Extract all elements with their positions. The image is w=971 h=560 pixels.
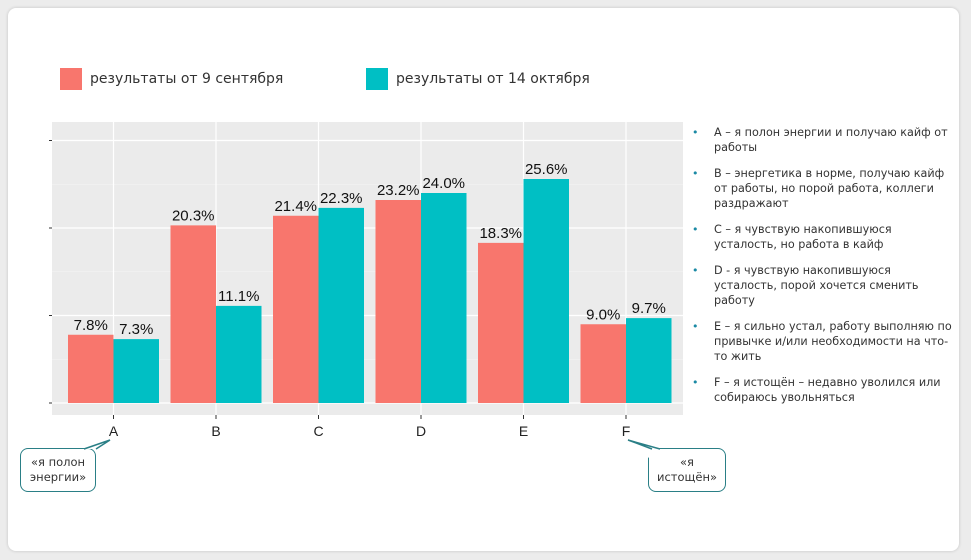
- data-label: 20.3%: [172, 207, 215, 224]
- note-text: A – я полон энергии и получаю кайф от ра…: [714, 126, 948, 154]
- bar: [216, 305, 262, 403]
- bar: [580, 324, 626, 403]
- data-label: 22.3%: [320, 190, 363, 207]
- data-label: 9.0%: [586, 306, 620, 323]
- legend-item-sep: результаты от 9 сентября: [60, 68, 283, 90]
- bullet-icon: •: [692, 264, 699, 277]
- data-label: 18.3%: [479, 225, 522, 242]
- x-tick-label: A: [109, 423, 119, 439]
- note-text: E – я сильно устал, работу выполняю по п…: [714, 320, 952, 363]
- data-label: 9.7%: [632, 300, 666, 317]
- note-item: • A – я полон энергии и получаю кайф от р…: [690, 125, 955, 155]
- data-label: 7.8%: [74, 317, 108, 334]
- bar: [273, 215, 319, 403]
- callout-right: «я истощён»: [648, 448, 726, 492]
- legend-label-sep: результаты от 9 сентября: [90, 71, 284, 87]
- note-text: B – энергетика в норме, получаю кайф от …: [714, 167, 945, 210]
- legend-label-oct: результаты от 14 октября: [396, 71, 590, 87]
- bar: [375, 200, 421, 403]
- note-item: • E – я сильно устал, работу выполняю по …: [690, 319, 955, 364]
- bullet-icon: •: [692, 126, 699, 139]
- bullet-icon: •: [692, 376, 699, 389]
- callout-right-line1: «я: [680, 455, 694, 469]
- legend-swatch-sep: [60, 68, 82, 90]
- callout-left-line2: энергии»: [29, 470, 87, 484]
- note-item: • B – энергетика в норме, получаю кайф от…: [690, 166, 955, 211]
- note-text: D - я чувствую накопившуюся усталость, п…: [714, 264, 919, 307]
- note-item: • D - я чувствую накопившуюся усталость, …: [690, 263, 955, 308]
- note-item: • C – я чувствую накопившуюся усталость, …: [690, 222, 955, 252]
- legend-item-oct: результаты от 14 октября: [366, 68, 590, 90]
- bar: [523, 179, 569, 403]
- bar: [113, 339, 159, 403]
- callout-right-line2: истощён»: [657, 470, 717, 484]
- bar: [626, 318, 672, 403]
- note-text: C – я чувствую накопившуюся усталость, н…: [714, 223, 892, 251]
- bar: [318, 207, 364, 403]
- bar: [170, 225, 216, 403]
- bullet-icon: •: [692, 320, 699, 333]
- category-notes-list: • A – я полон энергии и получаю кайф от р…: [690, 125, 955, 416]
- data-label: 21.4%: [274, 198, 317, 215]
- bullet-icon: •: [692, 167, 699, 180]
- note-item: • F – я истощён – недавно уволился или со…: [690, 375, 955, 405]
- x-tick-label: C: [313, 423, 323, 439]
- note-text: F – я истощён – недавно уволился или соб…: [714, 376, 941, 404]
- data-label: 24.0%: [422, 175, 465, 192]
- callout-left: «я полон энергии»: [20, 448, 96, 492]
- data-label: 11.1%: [218, 288, 259, 305]
- data-label: 7.3%: [119, 321, 153, 338]
- callout-left-line1: «я полон: [30, 455, 86, 469]
- data-label: 23.2%: [377, 182, 420, 199]
- x-tick-label: D: [416, 423, 426, 439]
- x-tick-label: F: [622, 423, 631, 439]
- bar: [68, 334, 114, 403]
- bar: [421, 193, 467, 403]
- data-label: 25.6%: [525, 161, 568, 178]
- bullet-icon: •: [692, 223, 699, 236]
- x-tick-label: B: [211, 423, 220, 439]
- bar: [478, 242, 524, 403]
- legend-swatch-oct: [366, 68, 388, 90]
- x-tick-label: E: [519, 423, 528, 439]
